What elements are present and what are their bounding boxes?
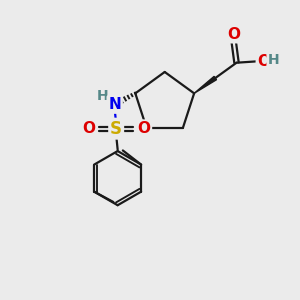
- Text: S: S: [110, 120, 122, 138]
- Text: H: H: [97, 89, 108, 103]
- Text: H: H: [268, 53, 280, 67]
- Text: O: O: [257, 54, 270, 69]
- Text: O: O: [82, 121, 95, 136]
- Polygon shape: [194, 76, 217, 93]
- Text: N: N: [108, 97, 121, 112]
- Text: O: O: [137, 121, 150, 136]
- Text: O: O: [227, 27, 240, 42]
